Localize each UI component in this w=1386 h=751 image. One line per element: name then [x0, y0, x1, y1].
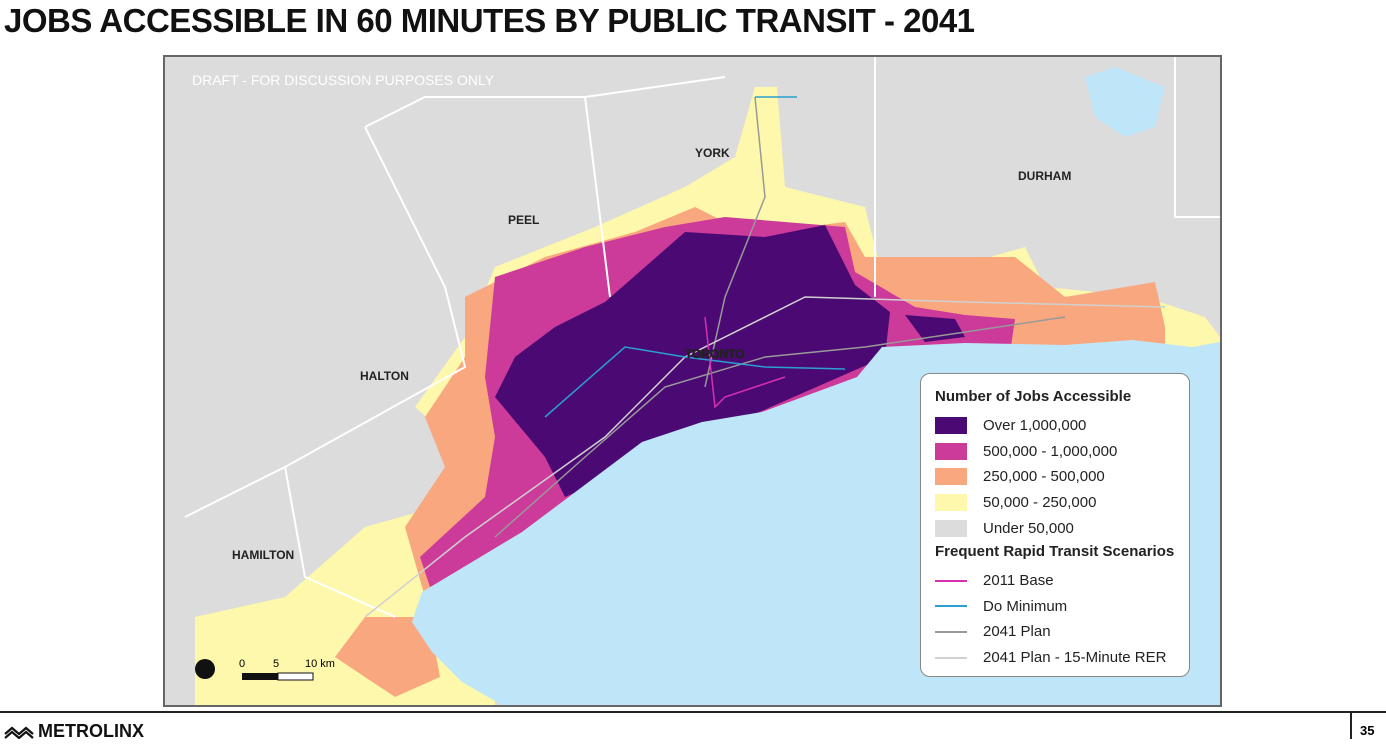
zone-top — [495, 225, 890, 497]
scale-bar — [277, 672, 314, 681]
scale-label: 10 km — [305, 658, 335, 670]
brand: METROLINX — [4, 721, 144, 742]
north-arrow — [195, 659, 215, 679]
legend-swatch — [935, 494, 967, 512]
legend-item: Under 50,000 — [935, 515, 1189, 541]
transit-line — [494, 316, 1066, 538]
footer-rule — [0, 711, 1386, 713]
legend-label: 500,000 - 1,000,000 — [983, 442, 1118, 460]
page-separator — [1350, 713, 1352, 739]
legend-line — [935, 579, 967, 582]
legend-label: 2011 Base — [983, 572, 1054, 590]
legend-item: Do Minimum — [935, 594, 1189, 620]
region-label: TORONTO — [685, 347, 745, 361]
legend-line — [935, 630, 967, 633]
legend-swatch — [935, 468, 967, 486]
legend-item: 500,000 - 1,000,000 — [935, 439, 1189, 465]
legend-line — [935, 605, 967, 608]
legend: Number of Jobs Accessible Over 1,000,000… — [920, 373, 1190, 677]
transit-lines — [364, 96, 1166, 618]
legend-label: 50,000 - 250,000 — [983, 494, 1097, 512]
legend-item: 2011 Base — [935, 568, 1189, 594]
legend-label: Do Minimum — [983, 597, 1068, 615]
zone-top-east — [905, 315, 965, 342]
brand-name: METROLINX — [38, 721, 144, 741]
legend-items: Over 1,000,000 500,000 - 1,000,000 250,000… — [935, 413, 1189, 541]
legend-item: 250,000 - 500,000 — [935, 464, 1189, 490]
legend-swatch — [935, 442, 967, 460]
legend-swatch — [935, 417, 967, 435]
lake-north — [1085, 67, 1165, 137]
legend-label: 2041 Plan — [983, 623, 1051, 641]
legend-item: Over 1,000,000 — [935, 413, 1189, 439]
region-label: HALTON — [360, 369, 409, 383]
legend-item: 50,000 - 250,000 — [935, 490, 1189, 516]
page-number: 35 — [1360, 723, 1375, 738]
legend-line — [935, 656, 967, 659]
region-label: DURHAM — [1018, 169, 1071, 183]
boundary — [184, 126, 467, 518]
slide-title: JOBS ACCESSIBLE IN 60 MINUTES BY PUBLIC … — [4, 2, 975, 39]
boundary — [364, 76, 726, 128]
region-label: YORK — [695, 146, 730, 160]
legend-label: 250,000 - 500,000 — [983, 468, 1105, 486]
scale-label: 0 — [239, 658, 245, 670]
brand-logo — [4, 726, 34, 739]
legend-items: 2011 Base Do Minimum 2041 Plan 2041 Plan - … — [935, 568, 1189, 670]
boundary — [1174, 57, 1220, 218]
region-label: HAMILTON — [232, 548, 294, 562]
legend-title: Number of Jobs Accessible — [935, 388, 1132, 405]
scale-label: 5 — [273, 658, 279, 670]
boundary — [284, 466, 396, 618]
watermark: DRAFT - FOR DISCUSSION PURPOSES ONLY — [192, 72, 495, 88]
legend-label: Over 1,000,000 — [983, 417, 1087, 435]
scale-bar — [242, 673, 278, 680]
legend-label: Under 50,000 — [983, 519, 1074, 537]
boundary — [584, 96, 611, 298]
legend-title: Frequent Rapid Transit Scenarios — [935, 542, 1175, 560]
legend-label: 2041 Plan - 15-Minute RER — [983, 649, 1167, 667]
legend-item: 2041 Plan — [935, 619, 1189, 645]
transit-line — [704, 316, 786, 409]
legend-swatch — [935, 519, 967, 537]
region-label: PEEL — [508, 213, 539, 227]
transit-line — [544, 346, 846, 418]
legend-item: 2041 Plan - 15-Minute RER — [935, 645, 1189, 671]
region-boundaries — [184, 57, 1220, 618]
